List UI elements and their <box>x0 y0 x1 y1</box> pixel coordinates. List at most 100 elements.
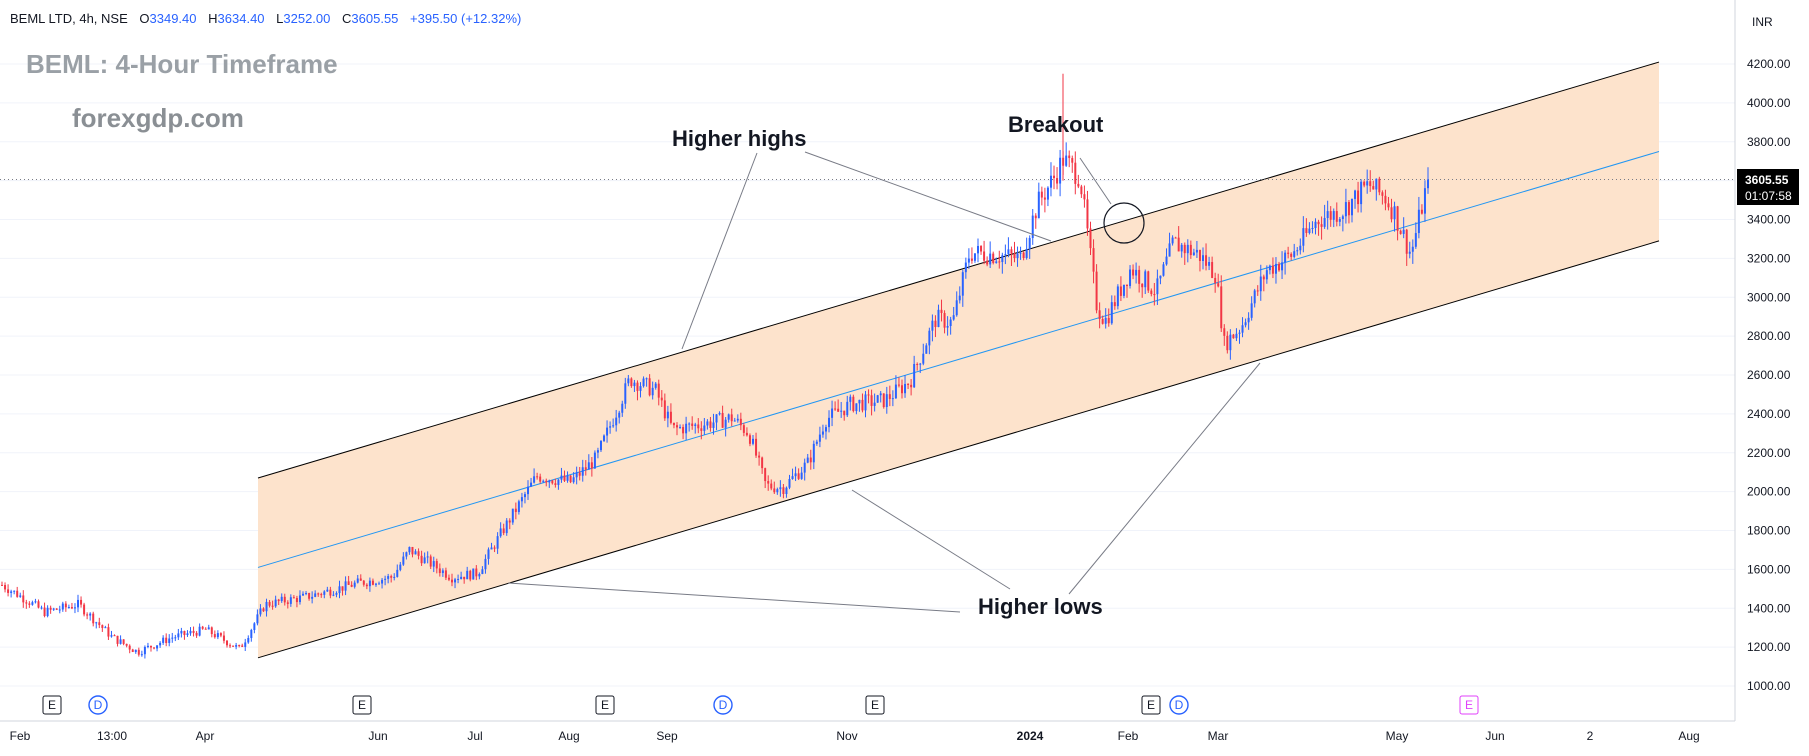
earnings-marker: E <box>1459 695 1479 715</box>
candles <box>1 73 1429 659</box>
candle <box>368 577 371 592</box>
candle <box>1122 284 1125 299</box>
candle <box>1214 272 1217 293</box>
candle <box>1402 217 1405 239</box>
candle <box>429 554 432 570</box>
candle <box>305 591 308 596</box>
candle <box>201 625 204 630</box>
candle <box>1019 246 1022 260</box>
candle <box>1031 208 1034 245</box>
candle <box>1274 257 1277 284</box>
candle <box>189 627 192 636</box>
candle <box>508 518 511 530</box>
candle <box>1363 180 1366 188</box>
candle <box>390 574 393 583</box>
candle <box>1110 295 1113 325</box>
candle <box>1013 241 1016 263</box>
candle <box>551 479 554 485</box>
candle <box>1208 256 1211 271</box>
candle <box>712 413 715 435</box>
candle <box>469 569 472 582</box>
candle <box>520 492 523 508</box>
candle <box>612 418 615 428</box>
candle <box>229 643 232 649</box>
candle <box>80 596 83 608</box>
candle <box>353 580 356 589</box>
candle <box>530 477 533 488</box>
candle <box>371 578 374 586</box>
candle <box>156 645 159 652</box>
price-tick-label: 3200.00 <box>1747 251 1791 265</box>
price-tick-label: 2200.00 <box>1747 446 1791 460</box>
candle <box>1347 200 1350 224</box>
candle <box>1007 237 1010 258</box>
candle <box>897 377 900 388</box>
candle <box>758 451 761 466</box>
candle <box>818 426 821 448</box>
candle <box>958 286 961 304</box>
candle <box>1053 165 1056 190</box>
candle <box>314 590 317 598</box>
price-axis[interactable]: 1000.00 1200.00 1400.00 1600.00 1800.00 2000.… <box>1747 57 1791 693</box>
candle <box>627 374 630 387</box>
candle <box>89 612 92 621</box>
candle <box>1162 261 1165 277</box>
candle <box>1344 188 1347 224</box>
candle <box>1 581 3 586</box>
candle <box>1192 248 1195 256</box>
currency-label[interactable]: INR <box>1752 15 1773 29</box>
candle <box>727 413 730 423</box>
candle <box>1329 206 1332 227</box>
candle <box>387 573 390 584</box>
candle <box>1068 150 1071 168</box>
candle <box>244 638 247 652</box>
candle <box>1183 242 1186 265</box>
candle <box>1144 269 1147 295</box>
candle <box>900 379 903 399</box>
candle <box>739 412 742 431</box>
candle <box>1198 249 1201 272</box>
candle <box>320 592 323 598</box>
candle <box>1417 196 1420 239</box>
candle <box>405 551 408 560</box>
candle <box>1290 252 1293 261</box>
candle <box>1411 239 1414 264</box>
candle <box>575 466 578 485</box>
candle <box>1016 246 1019 267</box>
candle <box>1323 204 1326 229</box>
candle <box>435 558 438 574</box>
candle <box>487 547 490 565</box>
candle <box>1357 181 1360 213</box>
dividend-marker: D <box>713 695 733 715</box>
close-value: 3605.55 <box>351 11 398 26</box>
candle <box>1229 329 1232 360</box>
time-tick-label: 2024 <box>1017 729 1044 743</box>
candle <box>140 650 143 657</box>
candle <box>1171 235 1174 246</box>
annotation-pointer-line <box>851 489 1011 590</box>
candle <box>235 642 238 650</box>
candle <box>724 417 727 437</box>
price-tick-label: 4200.00 <box>1747 57 1791 71</box>
candle <box>332 591 335 597</box>
candle <box>685 416 688 440</box>
candle <box>159 641 162 648</box>
candle <box>1338 217 1341 227</box>
candle <box>1092 239 1095 284</box>
symbol-legend[interactable]: BEML LTD, 4h, NSE O3349.40 H3634.40 L325… <box>10 11 521 26</box>
svg-text:E: E <box>601 698 609 712</box>
candle <box>533 468 536 484</box>
candle <box>1159 275 1162 285</box>
candle <box>210 626 213 638</box>
candle <box>1427 167 1429 194</box>
candle <box>10 589 13 598</box>
candle <box>1040 186 1043 206</box>
candle <box>995 257 998 264</box>
candle <box>879 391 882 403</box>
candle <box>998 250 1001 269</box>
candle <box>490 542 493 550</box>
time-axis[interactable]: Feb 13:00 Apr Jun Jul Aug Sep Nov 2024 Feb Mar May J… <box>10 729 1700 743</box>
candle <box>1168 232 1171 257</box>
